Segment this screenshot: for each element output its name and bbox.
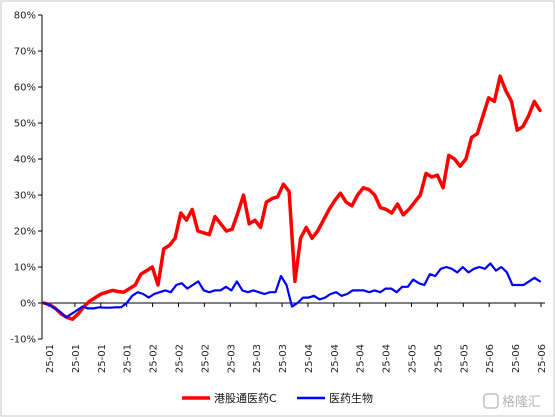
watermark: 格隆汇 xyxy=(483,393,541,410)
y-tick-label: 80% xyxy=(14,11,36,22)
x-tick-label: 25-03 xyxy=(252,344,263,373)
x-tick-label: 25-02 xyxy=(200,344,211,373)
series-layer xyxy=(42,74,542,321)
y-tick-label: 30% xyxy=(14,191,36,202)
y-tick-label: 10% xyxy=(14,263,36,274)
x-tick-label: 25-02 xyxy=(174,344,185,373)
y-tick-label: 0% xyxy=(20,299,36,310)
x-tick-label: 25-02 xyxy=(149,344,160,373)
y-tick-label: 60% xyxy=(14,83,36,94)
series-line-2 xyxy=(42,262,542,319)
x-tick-label: 25-03 xyxy=(226,344,237,373)
legend-label: 医药生物 xyxy=(329,391,373,405)
y-tick-label: 40% xyxy=(14,155,36,166)
legend-label: 港股通医药C xyxy=(214,392,277,405)
watermark-logo-icon xyxy=(483,393,499,409)
x-axis: 25-01 25-01 25-01 25-01 25-02 25-02 25-02 25-03… xyxy=(42,302,548,373)
x-tick-label: 25-04 xyxy=(304,344,315,373)
y-tick-label: 50% xyxy=(14,119,36,130)
y-tick-label: -10% xyxy=(10,335,36,346)
x-tick-label: 25-06 xyxy=(511,344,522,373)
x-tick-label: 25-04 xyxy=(382,344,393,373)
y-axis: -10% 0% 10% 20% 30% 40% 50% 60% 70% 80% xyxy=(10,11,43,346)
x-tick-label: 25-04 xyxy=(356,344,367,373)
x-tick-label: 25-06 xyxy=(537,344,548,373)
y-tick-label: 20% xyxy=(14,227,36,238)
x-tick-label: 25-05 xyxy=(459,344,470,373)
series-line-1 xyxy=(42,74,542,321)
x-tick-label: 25-01 xyxy=(123,344,134,373)
x-tick-label: 25-05 xyxy=(433,344,444,373)
y-tick-label: 70% xyxy=(14,47,36,58)
x-tick-label: 25-04 xyxy=(330,344,341,373)
x-tick-label: 25-05 xyxy=(408,344,419,373)
x-tick-label: 25-03 xyxy=(278,344,289,373)
x-tick-label: 25-01 xyxy=(45,344,56,373)
legend: 港股通医药C 医药生物 xyxy=(182,391,373,405)
x-tick-label: 25-01 xyxy=(97,344,108,373)
x-tick-label: 25-06 xyxy=(485,344,496,373)
watermark-text: 格隆汇 xyxy=(502,394,541,410)
x-tick-label: 25-01 xyxy=(71,344,82,373)
